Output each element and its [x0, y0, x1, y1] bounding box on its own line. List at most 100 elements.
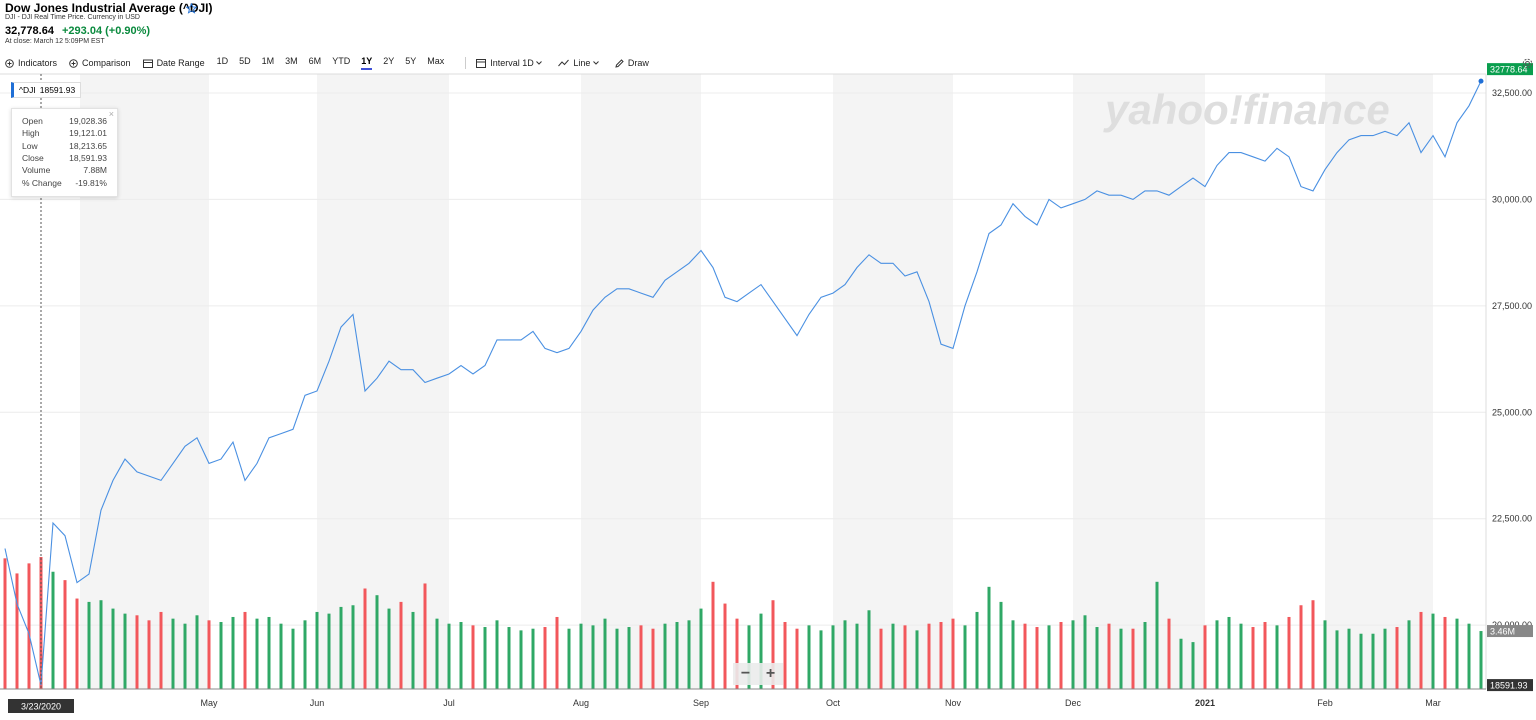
tooltip-row: High 19,121.01	[22, 128, 107, 138]
volume-bar	[75, 598, 79, 689]
month-shade	[581, 74, 701, 689]
date-range-button[interactable]: Date Range	[142, 58, 205, 68]
last-price: 32778.64	[1490, 65, 1528, 75]
volume-bar	[831, 625, 835, 689]
volume-bar	[1011, 620, 1015, 689]
volume-bar	[123, 613, 127, 689]
volume-bar	[411, 611, 415, 689]
last-price-box	[1487, 63, 1533, 76]
range-tabs: 1D 5D 1M 3M 6M YTD 1Y 2Y 5Y Max	[217, 56, 456, 70]
volume-bar	[279, 623, 283, 689]
volume-bar	[1035, 627, 1039, 689]
tooltip-value: 18,591.93	[69, 152, 107, 163]
volume-bar	[1335, 630, 1339, 689]
last-point	[1478, 78, 1484, 84]
tooltip-key: Close	[22, 152, 44, 163]
volume-bar	[1275, 625, 1279, 689]
volume-bar	[795, 628, 799, 689]
volume-bar	[1443, 616, 1447, 689]
volume-bar	[471, 625, 475, 689]
range-tab[interactable]: 5D	[239, 56, 251, 66]
crosshair-date-box	[8, 699, 74, 713]
date-range-label: Date Range	[156, 58, 205, 68]
interval-button[interactable]: Interval 1D	[476, 58, 546, 68]
draw-button[interactable]: Draw	[615, 58, 649, 68]
x-tick-label: May	[200, 698, 218, 708]
volume-bar	[927, 623, 931, 689]
volume-bar	[315, 611, 319, 689]
volume-bar	[1143, 622, 1147, 689]
volume-bar	[1047, 625, 1051, 689]
volume-bar	[243, 611, 247, 689]
month-shade	[833, 74, 953, 689]
title: Dow Jones Industrial Average (^DJI)	[5, 1, 213, 15]
range-tab[interactable]: 1Y	[361, 56, 373, 70]
settings-button[interactable]	[1522, 58, 1533, 69]
volume-bar	[735, 618, 739, 689]
volume-bar	[579, 623, 583, 689]
line-type-button[interactable]: Line	[558, 58, 603, 68]
zoom-controls: − +	[733, 663, 783, 685]
volume-bar	[951, 618, 955, 689]
range-tab[interactable]: 1M	[261, 56, 275, 66]
volume-bar	[387, 608, 391, 689]
range-tab[interactable]: Max	[427, 56, 445, 66]
volume-bar	[1191, 642, 1195, 689]
tooltip-row: Close 18,591.93	[22, 153, 107, 163]
month-shade	[1325, 74, 1433, 689]
volume-bar	[1383, 628, 1387, 689]
volume-bar	[1251, 627, 1255, 689]
volume-bar	[1455, 618, 1459, 689]
volume-bar	[963, 625, 967, 689]
tooltip: × Open 19,028.36 High 19,121.01 Low 18,213.65 C…	[11, 108, 118, 197]
zoom-in[interactable]: +	[765, 665, 776, 682]
interval-label: Interval	[490, 58, 520, 68]
volume-bar	[219, 622, 223, 689]
range-tab[interactable]: 6M	[308, 56, 322, 66]
volume-bar	[255, 618, 259, 689]
volume-bar	[699, 608, 703, 689]
range-tab[interactable]: 2Y	[383, 56, 395, 66]
tooltip-key: Open	[22, 116, 43, 126]
volume-bar	[591, 625, 595, 689]
volume-bar	[747, 625, 751, 689]
volume-bar	[1359, 633, 1363, 689]
volume-bar	[711, 581, 715, 689]
volume-bar	[183, 623, 187, 689]
volume-bar	[87, 601, 91, 689]
volume-bar	[1071, 620, 1075, 689]
volume-bar	[819, 630, 823, 689]
tooltip-close[interactable]: ×	[108, 109, 114, 119]
volume-bar	[1479, 631, 1483, 689]
volume-bar	[555, 616, 559, 689]
volume-bar	[435, 618, 439, 689]
legend-name: ^DJI	[19, 85, 36, 95]
indicators-button[interactable]: Indicators	[5, 58, 57, 68]
range-tab[interactable]: 3M	[285, 56, 298, 66]
volume-bar	[99, 600, 103, 689]
tooltip-key: Volume	[22, 165, 51, 176]
volume-bar	[1419, 611, 1423, 689]
range-tab[interactable]: YTD	[332, 56, 351, 66]
volume-bar	[375, 595, 379, 689]
zoom-out[interactable]: −	[740, 665, 751, 682]
crosshair-price-box	[1487, 679, 1533, 692]
watch-star[interactable]	[186, 3, 197, 14]
x-tick-label: Aug	[573, 698, 589, 708]
volume-bar	[291, 628, 295, 689]
comparison-button[interactable]: Comparison	[69, 58, 131, 68]
volume-bar	[1155, 581, 1159, 689]
range-tab[interactable]: 1D	[216, 56, 229, 66]
volume-bar	[627, 627, 631, 689]
tooltip-key: % Change	[22, 177, 62, 188]
price: 32,778.64	[5, 25, 54, 37]
volume-bar	[267, 616, 271, 689]
range-tab[interactable]: 5Y	[405, 56, 417, 66]
volume-bar	[879, 628, 883, 689]
volume-bar	[999, 601, 1003, 689]
volume-bar	[327, 613, 331, 689]
volume-bar	[603, 618, 607, 689]
volume-bar	[867, 610, 871, 689]
